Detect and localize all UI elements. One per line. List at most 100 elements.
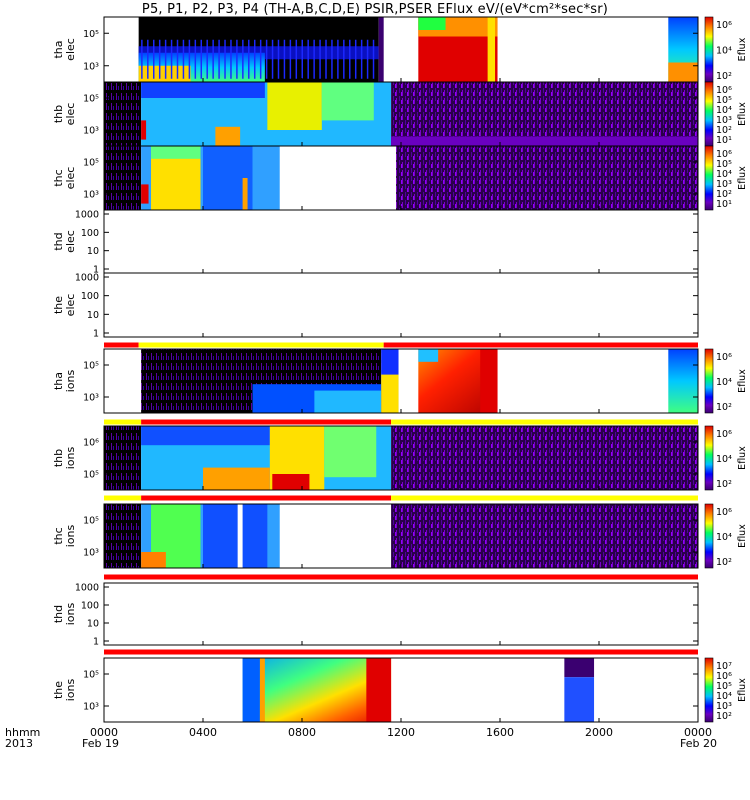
colorbar-scale xyxy=(704,81,714,147)
panel-label-probe: the xyxy=(52,296,65,314)
y-tick-label: 10⁵ xyxy=(83,94,99,105)
time-tick-label: 0800 xyxy=(288,726,316,739)
spectrum-block xyxy=(668,349,698,413)
spectrum-block xyxy=(301,39,303,79)
y-tick-label: 10 xyxy=(87,246,99,257)
spectrum-block xyxy=(372,39,375,79)
colorbar-scale xyxy=(704,16,714,83)
y-tick-label: 100 xyxy=(81,228,99,239)
spectrum-block xyxy=(141,82,265,98)
spectrum-block xyxy=(337,39,339,79)
colorbar-scale xyxy=(704,145,714,211)
time-row-label: hhmm xyxy=(5,726,40,739)
colorbar-label: Eflux xyxy=(737,102,748,126)
spectrum-block xyxy=(272,474,310,490)
y-tick-label: 10³ xyxy=(83,126,99,137)
spectrum-block xyxy=(391,136,698,146)
colorbar-tick-label: 10⁶ xyxy=(716,20,732,31)
y-tick-label: 1000 xyxy=(75,583,99,594)
mode-bar-segment xyxy=(104,649,698,655)
colorbar-tick-label: 10⁶ xyxy=(716,352,732,363)
spectrum-block xyxy=(564,658,595,678)
mode-bar-segment xyxy=(141,495,392,501)
y-tick-label: 1000 xyxy=(75,210,99,221)
panel-label-species: ions xyxy=(64,524,77,547)
spectrum-block xyxy=(391,82,698,146)
spectrum-block xyxy=(366,658,392,722)
y-tick-label: 100 xyxy=(81,291,99,302)
spectrum-block xyxy=(314,390,382,413)
spectrum-block xyxy=(295,39,298,79)
panel-label-probe: thc xyxy=(52,169,65,186)
panel-label-probe: the xyxy=(52,681,65,699)
spectrum-block xyxy=(218,39,220,79)
y-tick-label: 10³ xyxy=(83,61,99,72)
spectrum-block xyxy=(381,374,399,413)
colorbar-tick-label: 10¹ xyxy=(716,135,732,146)
spectrum-block xyxy=(248,39,250,79)
panel-label-probe: tha xyxy=(52,40,65,58)
colorbar-label: Eflux xyxy=(737,369,748,393)
panel-frame xyxy=(103,582,699,646)
panel-thd-ions: thd ions 1000 100 10 1 xyxy=(52,582,699,648)
mode-bar-segment xyxy=(391,495,698,501)
y-tick-label: 100 xyxy=(81,601,99,612)
colorbar-tick-label: 10¹ xyxy=(716,199,732,210)
colorbar-tick-label: 10³ xyxy=(716,179,732,190)
panel-frame xyxy=(103,657,699,723)
panel-tha-elec: tha elec 10⁵ 10³ 10⁶ 10⁴ 10² Eflux xyxy=(52,16,748,83)
spectrum-block xyxy=(212,39,214,79)
spectrum-block xyxy=(265,39,268,79)
colorbar-tick-label: 10³ xyxy=(716,701,732,712)
spectrum-block xyxy=(267,82,322,130)
colorbar-label: Eflux xyxy=(737,678,748,702)
time-tick-label: 0000 xyxy=(90,726,118,739)
panel-label-species: ions xyxy=(64,369,77,392)
spectrum-block xyxy=(324,426,377,478)
spectrum-block xyxy=(141,184,149,204)
spectrum-block xyxy=(182,39,185,79)
panel-label-probe: thd xyxy=(52,605,65,623)
spectrum-block xyxy=(104,504,142,568)
colorbar-label: Eflux xyxy=(737,166,748,190)
colorbar-tha-elec: 10⁶ 10⁴ 10² Eflux xyxy=(704,16,748,83)
colorbar-tick-label: 10⁴ xyxy=(716,377,732,388)
spectrum-block xyxy=(480,349,498,413)
time-tick-label: 1200 xyxy=(387,726,415,739)
spectrum-block xyxy=(236,39,238,79)
panel-label-species: ions xyxy=(64,602,77,625)
colorbar-tick-label: 10³ xyxy=(716,115,732,126)
colorbar-label: Eflux xyxy=(737,446,748,470)
colorbar-tha-ions: 10⁶ 10⁴ 10² Eflux xyxy=(704,348,748,414)
y-tick-label: 10³ xyxy=(83,702,99,713)
spectrum-block xyxy=(271,39,274,79)
y-tick-label: 10³ xyxy=(83,393,99,404)
colorbar-tick-label: 10⁶ xyxy=(716,85,732,96)
mode-bar-segment xyxy=(391,419,698,425)
time-tick-label: 0000 xyxy=(684,726,712,739)
colorbar-tick-label: 10² xyxy=(716,189,732,200)
colorbar-tick-label: 10⁴ xyxy=(716,169,732,180)
y-tick-label: 1 xyxy=(93,265,99,276)
colorbar-tick-label: 10² xyxy=(716,402,732,413)
colorbar-tick-label: 10⁵ xyxy=(716,159,732,170)
time-tick-label: 1600 xyxy=(486,726,514,739)
panel-frame xyxy=(103,272,699,338)
spectrum-block xyxy=(141,120,147,140)
spectrum-block xyxy=(418,17,446,30)
spectrum-block xyxy=(104,146,142,210)
spectrum-block xyxy=(259,658,265,722)
spectrum-block xyxy=(164,39,167,79)
colorbar-tick-label: 10² xyxy=(716,711,732,722)
spectrum-block xyxy=(141,39,143,79)
spectrum-block xyxy=(200,39,203,79)
colorbar-tick-label: 10⁶ xyxy=(716,671,732,682)
y-tick-label: 10⁵ xyxy=(83,29,99,40)
colorbar-tick-label: 10² xyxy=(716,479,732,490)
spectrum-block xyxy=(188,39,191,79)
colorbar-scale xyxy=(704,657,714,723)
year-label: 2013 xyxy=(5,737,33,750)
